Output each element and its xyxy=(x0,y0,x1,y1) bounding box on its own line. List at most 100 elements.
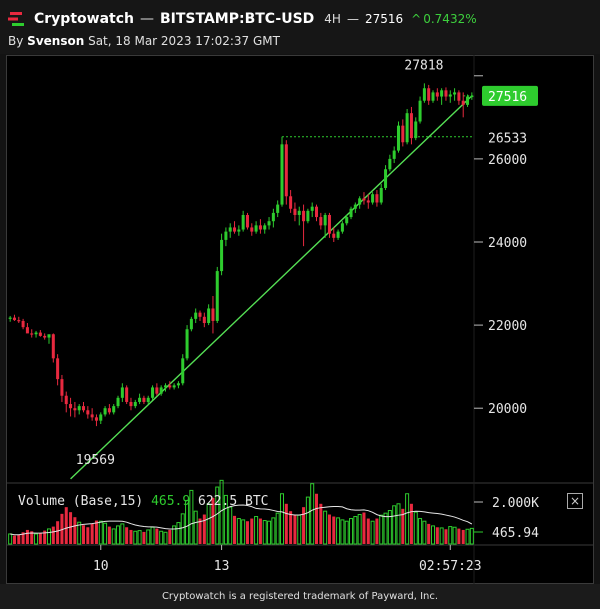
candle-body xyxy=(56,358,60,380)
candle-body xyxy=(30,333,34,335)
volume-bar xyxy=(439,527,444,545)
volume-bar xyxy=(116,525,121,545)
candle-body xyxy=(358,198,362,205)
volume-bar xyxy=(155,528,159,544)
candle-body xyxy=(336,231,340,238)
volume-bar xyxy=(319,503,323,544)
candle-body xyxy=(254,225,258,232)
volume-bar xyxy=(223,494,228,545)
volume-bar xyxy=(366,518,370,544)
volume-bar xyxy=(401,508,405,544)
volume-bar xyxy=(262,520,267,545)
volume-bar xyxy=(60,513,64,544)
candle-body xyxy=(103,408,107,415)
candle-body xyxy=(271,212,275,222)
candle-body xyxy=(155,387,159,394)
volume-bar xyxy=(357,514,362,545)
candle-body xyxy=(401,125,405,143)
volume-bar xyxy=(163,531,168,545)
candle-body xyxy=(21,320,25,328)
market-pair: BITSTAMP:BTC-USD xyxy=(159,11,315,27)
candle-body xyxy=(245,214,249,228)
candle-body xyxy=(43,335,47,338)
candle-body xyxy=(224,231,228,240)
candle-body xyxy=(327,214,331,234)
volume-bar xyxy=(198,518,202,544)
volume-bar xyxy=(125,527,129,544)
volume-bar xyxy=(323,510,328,545)
y-tick-label: 26000 xyxy=(488,153,527,168)
volume-bar xyxy=(267,520,272,545)
volume-bar xyxy=(284,503,288,544)
candle-body xyxy=(211,308,215,321)
volume-bar xyxy=(25,529,29,544)
volume-bar xyxy=(56,521,60,544)
volume-bar xyxy=(77,521,82,545)
volume-bar xyxy=(336,517,341,545)
y-tick-label: 20000 xyxy=(488,402,527,417)
byline: By Svenson Sat, 18 Mar 2023 17:02:37 GMT xyxy=(8,34,280,48)
volume-bar xyxy=(133,530,138,545)
trendline xyxy=(70,95,473,480)
volume-bar xyxy=(465,528,470,545)
chart-header: Cryptowatch — BITSTAMP:BTC-USD 4H — 2751… xyxy=(0,0,600,54)
volume-bar xyxy=(202,514,206,544)
volume-ma-line xyxy=(10,504,473,536)
candle-body xyxy=(461,100,465,105)
candle-body xyxy=(366,200,370,203)
candle-body xyxy=(422,88,426,101)
candle-body xyxy=(138,397,142,402)
volume-bar xyxy=(69,512,73,544)
candle-body xyxy=(276,204,280,213)
candle-body xyxy=(233,227,237,232)
price-chart[interactable]: 20000 22000 24000 26000 27818 19569 27516 26533… xyxy=(6,55,594,584)
candle-body xyxy=(185,329,189,359)
candle-body xyxy=(284,144,288,197)
volume-bar xyxy=(219,479,224,545)
volume-bar xyxy=(193,510,198,545)
candle-body xyxy=(405,113,409,143)
candle-body xyxy=(392,150,396,159)
volume-bar xyxy=(215,486,220,545)
candle-body xyxy=(427,88,431,101)
candle-body xyxy=(396,125,401,151)
volume-bar xyxy=(46,528,52,545)
volume-bar xyxy=(302,507,306,544)
candle-body xyxy=(17,320,21,322)
close-icon[interactable]: × xyxy=(567,493,583,509)
volume-bar xyxy=(405,493,410,545)
candle-body xyxy=(340,223,344,232)
volume-bar xyxy=(349,518,354,545)
candle-body xyxy=(125,387,129,402)
candle-body xyxy=(353,204,357,209)
candle-body xyxy=(194,312,198,319)
candle-body xyxy=(280,144,284,205)
candle-body xyxy=(302,210,306,222)
volume-bar xyxy=(327,514,331,544)
candle-body xyxy=(314,206,319,218)
volume-bar xyxy=(120,523,125,545)
volume-legend: Volume (Base,15) 465.9 622.5 BTC xyxy=(18,494,269,509)
volume-bar xyxy=(189,489,194,545)
candle-body xyxy=(440,90,444,97)
volume-bar xyxy=(258,518,262,544)
volume-bar xyxy=(310,483,315,545)
level-price-label: 26533 xyxy=(488,132,527,147)
candle-body xyxy=(129,401,133,407)
candle-body xyxy=(306,210,310,222)
candle-body xyxy=(90,414,94,418)
volume-bar xyxy=(340,519,345,545)
volume-params: (Base,15) xyxy=(73,494,151,509)
volume-bar xyxy=(21,532,25,544)
candle-body xyxy=(237,229,241,232)
volume-bar xyxy=(383,512,388,545)
candle-body xyxy=(69,404,73,409)
volume-bar xyxy=(245,521,249,544)
volume-bar xyxy=(379,514,384,545)
candle-body xyxy=(198,312,202,317)
volume-bar xyxy=(293,514,297,544)
snapshot-timestamp: Sat, 18 Mar 2023 17:02:37 GMT xyxy=(88,34,280,48)
candle-body xyxy=(388,158,392,170)
candle-body xyxy=(12,317,16,321)
volume-bar xyxy=(185,499,190,545)
